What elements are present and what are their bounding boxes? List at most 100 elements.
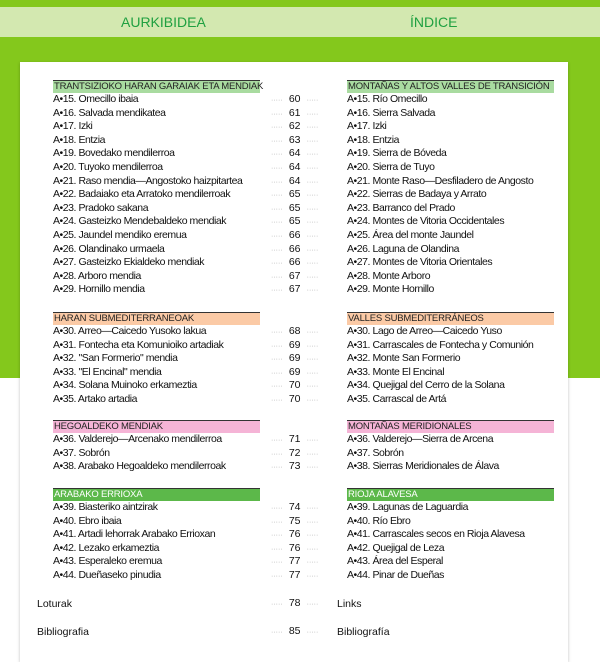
index-entry[interactable]: A•32. "San Formerio" mendia: [53, 352, 178, 365]
page-number[interactable]: 67: [288, 269, 301, 282]
index-entry[interactable]: A•22. Badaiako eta Arratoko mendilerroak: [53, 188, 231, 201]
index-entry[interactable]: A•16. Sierra Salvada: [347, 106, 436, 119]
index-entry[interactable]: A•40. Río Ebro: [347, 514, 411, 527]
index-entry[interactable]: A•41. Artadi lehorrak Arabako Errioxan: [53, 528, 216, 541]
page-number[interactable]: 69: [288, 338, 301, 351]
index-entry[interactable]: A•21. Monte Raso—Desfiladero de Angosto: [347, 174, 534, 187]
index-entry[interactable]: A•30. Arreo—Caicedo Yusoko lakua: [53, 325, 207, 337]
page-number[interactable]: 70: [288, 392, 301, 405]
index-entry[interactable]: A•28. Arboro mendia: [53, 269, 141, 282]
index-entry[interactable]: A•20. Sierra de Tuyo: [347, 160, 435, 173]
page-number[interactable]: 62: [288, 120, 301, 133]
index-entry[interactable]: A•29. Hornillo mendia: [53, 283, 145, 296]
index-entry[interactable]: A•42. Quejigal de Leza: [347, 541, 445, 554]
index-entry[interactable]: A•18. Entzia: [347, 133, 399, 146]
page-number[interactable]: 64: [288, 147, 301, 160]
extra-entry-spanish[interactable]: Links: [337, 598, 362, 610]
index-entry[interactable]: A•39. Lagunas de Laguardia: [347, 501, 469, 513]
index-entry[interactable]: A•36. Valderejo—Sierra de Arcena: [347, 433, 494, 445]
index-entry[interactable]: A•35. Artako artadia: [53, 392, 137, 405]
index-entry[interactable]: A•15. Río Omecillo: [347, 93, 428, 105]
index-entry[interactable]: A•22. Sierras de Badaya y Arrato: [347, 188, 487, 201]
page-number[interactable]: 76: [288, 528, 301, 541]
page-number[interactable]: 75: [288, 514, 301, 527]
index-entry[interactable]: A•26. Laguna de Olandina: [347, 242, 459, 255]
page-number[interactable]: 70: [288, 379, 301, 392]
index-entry[interactable]: A•44. Pinar de Dueñas: [347, 568, 444, 581]
index-entry[interactable]: A•17. Izki: [347, 120, 387, 133]
index-entry[interactable]: A•32. Monte San Formerio: [347, 352, 461, 365]
index-entry[interactable]: A•23. Pradoko sakana: [53, 201, 149, 214]
page-number[interactable]: 68: [288, 325, 301, 337]
index-entry[interactable]: A•17. Izki: [53, 120, 93, 133]
index-entry[interactable]: A•34. Quejigal del Cerro de la Solana: [347, 379, 505, 392]
index-entry[interactable]: A•24. Montes de Vitoria Occidentales: [347, 215, 505, 228]
page-number[interactable]: 73: [288, 460, 301, 473]
index-entry[interactable]: A•15. Omecillo ibaia: [53, 93, 139, 105]
page-number[interactable]: 72: [288, 446, 301, 459]
index-entry[interactable]: A•25. Área del monte Jaundel: [347, 228, 474, 241]
page-number[interactable]: 74: [288, 501, 301, 513]
index-entry[interactable]: A•43. Área del Esperal: [347, 555, 443, 568]
index-entry[interactable]: A•36. Valderejo—Arcenako mendilerroa: [53, 433, 222, 445]
page-number[interactable]: 69: [288, 365, 301, 378]
index-entry[interactable]: A•24. Gasteizko Mendebaldeko mendiak: [53, 215, 227, 228]
page-number[interactable]: 65: [288, 188, 301, 201]
index-entry[interactable]: A•33. Monte El Encinal: [347, 365, 445, 378]
index-entry[interactable]: A•33. "El Encinal" mendia: [53, 365, 162, 378]
page-number[interactable]: 78: [288, 597, 301, 609]
index-entry[interactable]: A•29. Monte Hornillo: [347, 283, 434, 296]
page-number[interactable]: 64: [288, 160, 301, 173]
page-number[interactable]: 77: [288, 568, 301, 581]
page-number[interactable]: 67: [288, 283, 301, 296]
page-number[interactable]: 77: [288, 555, 301, 568]
index-entry[interactable]: A•40. Ebro ibaia: [53, 514, 122, 527]
leader-dots: ·····: [306, 450, 319, 458]
page-number[interactable]: 85: [288, 625, 301, 637]
index-entry[interactable]: A•37. Sobrón: [347, 446, 404, 459]
page-number[interactable]: 71: [288, 433, 301, 445]
section-header: HEGOALDEKO MENDIAK: [53, 420, 260, 433]
leader-dots: ·····: [271, 260, 283, 268]
page-number[interactable]: 76: [288, 541, 301, 554]
index-entry[interactable]: A•38. Arabako Hegoaldeko mendilerroak: [53, 460, 226, 473]
page-number[interactable]: 66: [288, 256, 301, 269]
extra-entry-basque[interactable]: Loturak: [37, 598, 73, 610]
index-entry[interactable]: A•35. Carrascal de Artá: [347, 392, 446, 405]
index-entry[interactable]: A•23. Barranco del Prado: [347, 201, 455, 214]
extra-entry-spanish[interactable]: Bibliografía: [337, 626, 390, 638]
extra-entry-basque[interactable]: Bibliografia: [37, 626, 89, 638]
index-entry[interactable]: A•34. Solana Muinoko erkameztia: [53, 379, 197, 392]
index-entry[interactable]: A•26. Olandinako urmaela: [53, 242, 165, 255]
index-entry[interactable]: A•31. Carrascales de Fontecha y Comunión: [347, 338, 534, 351]
index-entry[interactable]: A•31. Fontecha eta Komunioiko artadiak: [53, 338, 224, 351]
index-entry[interactable]: A•19. Bovedako mendilerroa: [53, 147, 175, 160]
page-number[interactable]: 69: [288, 352, 301, 365]
page-number[interactable]: 66: [288, 228, 301, 241]
index-entry[interactable]: A•19. Sierra de Bóveda: [347, 147, 447, 160]
page-number[interactable]: 63: [288, 133, 301, 146]
index-entry[interactable]: A•38. Sierras Meridionales de Álava: [347, 460, 499, 473]
index-entry[interactable]: A•20. Tuyoko mendilerroa: [53, 160, 163, 173]
index-entry[interactable]: A•16. Salvada mendikatea: [53, 106, 166, 119]
index-entry[interactable]: A•39. Biasteriko aintzirak: [53, 501, 158, 513]
page-number[interactable]: 64: [288, 174, 301, 187]
page-number[interactable]: 65: [288, 201, 301, 214]
page-number[interactable]: 65: [288, 215, 301, 228]
index-entry[interactable]: A•44. Dueñaseko pinudia: [53, 568, 161, 581]
index-entry[interactable]: A•28. Monte Arboro: [347, 269, 431, 282]
page-number[interactable]: 66: [288, 242, 301, 255]
index-entry[interactable]: A•27. Gasteizko Ekialdeko mendiak: [53, 256, 205, 269]
index-entry[interactable]: A•30. Lago de Arreo—Caicedo Yuso: [347, 325, 502, 337]
index-entry[interactable]: A•25. Jaundel mendiko eremua: [53, 228, 187, 241]
index-entry[interactable]: A•41. Carrascales secos en Rioja Alavesa: [347, 528, 525, 541]
index-entry[interactable]: A•18. Entzia: [53, 133, 105, 146]
index-entry[interactable]: A•42. Lezako erkameztia: [53, 541, 159, 554]
page-number[interactable]: 61: [288, 106, 301, 119]
index-entry[interactable]: A•37. Sobrón: [53, 446, 110, 459]
page-number[interactable]: 60: [288, 93, 301, 105]
index-entry[interactable]: A•21. Raso mendia—Angostoko haizpitartea: [53, 174, 243, 187]
page-number-row: ····· 76 ·····: [271, 542, 331, 556]
index-entry[interactable]: A•43. Esperaleko eremua: [53, 555, 162, 568]
index-entry[interactable]: A•27. Montes de Vitoria Orientales: [347, 256, 493, 269]
